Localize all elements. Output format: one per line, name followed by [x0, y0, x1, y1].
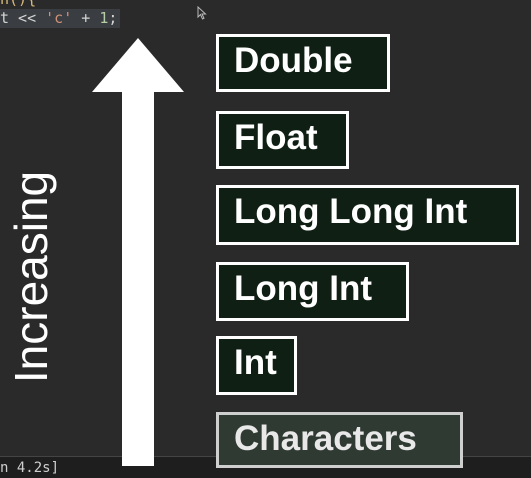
type-box-characters: Characters	[216, 412, 463, 468]
increasing-axis-label: Increasing	[5, 170, 57, 384]
terminal-output: n 4.2s]	[0, 460, 60, 476]
code-terminator: ;	[108, 9, 118, 27]
type-box-float: Float	[216, 111, 349, 169]
code-prefix: t <<	[0, 9, 46, 27]
code-number: 1	[99, 9, 109, 27]
type-box-long-int: Long Int	[216, 262, 409, 321]
up-arrow-icon	[92, 38, 184, 466]
type-box-long-long-int: Long Long Int	[216, 185, 519, 245]
code-char-literal: 'c'	[45, 9, 73, 27]
code-fragment-top: n(){	[0, 0, 36, 8]
mouse-pointer-icon	[197, 6, 207, 20]
type-box-int: Int	[216, 336, 297, 395]
code-line-cout: t << 'c' + 1;	[0, 9, 121, 28]
code-operator: +	[72, 9, 100, 27]
type-box-double: Double	[216, 34, 390, 92]
